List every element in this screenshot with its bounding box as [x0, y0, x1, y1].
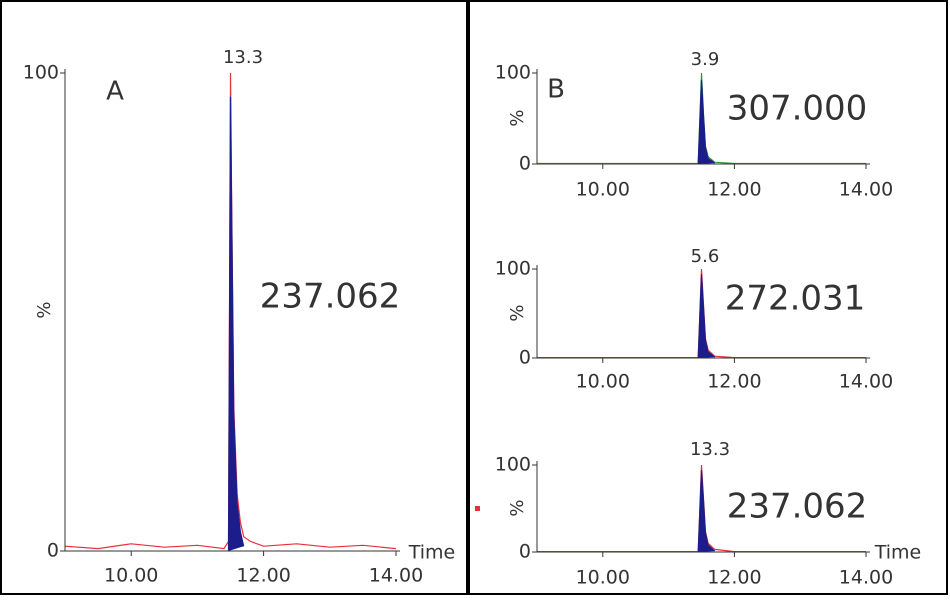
peak-label: 13.3	[690, 439, 730, 460]
x-tick-label: 12.00	[707, 179, 761, 201]
y-axis-label: %	[507, 304, 528, 321]
x-tick-label: 14.00	[839, 179, 893, 201]
x-tick-label: 12.00	[707, 371, 761, 393]
y-tick-label: 100	[23, 62, 59, 84]
y-tick-label: 0	[519, 153, 531, 175]
mass-annotation: 272.031	[725, 279, 866, 319]
mass-annotation: 307.000	[727, 89, 868, 129]
x-tick-label: 14.00	[839, 371, 893, 393]
y-tick-label: 0	[47, 540, 59, 562]
y-tick-label: 100	[495, 258, 531, 280]
y-axis-label: %	[507, 499, 528, 516]
peak-label: 3.9	[691, 49, 720, 70]
marker	[475, 506, 480, 511]
y-axis-label: %	[507, 109, 528, 126]
panel-frame	[468, 0, 948, 595]
x-tick-label: 10.00	[576, 179, 630, 201]
peak-area	[697, 80, 716, 165]
panel-frame	[0, 0, 468, 595]
peak-label: 5.6	[691, 246, 720, 267]
x-tick-label: 10.00	[576, 567, 630, 589]
peak-area	[697, 470, 716, 553]
y-axis-label: %	[34, 301, 55, 318]
mass-annotation: 237.062	[727, 487, 868, 527]
panel-letter: B	[547, 75, 565, 105]
peak-area	[227, 96, 245, 552]
y-tick-label: 0	[519, 541, 531, 563]
x-axis-label: Time	[874, 542, 922, 564]
x-tick-label: 10.00	[104, 565, 158, 587]
x-tick-label: 12.00	[236, 565, 290, 587]
panel-letter: A	[106, 77, 124, 107]
mass-annotation: 237.062	[260, 277, 401, 317]
x-tick-label: 10.00	[576, 371, 630, 393]
y-tick-label: 100	[495, 454, 531, 476]
x-tick-label: 14.00	[369, 565, 423, 587]
x-axis-label: Time	[408, 542, 456, 564]
y-tick-label: 100	[495, 62, 531, 84]
x-tick-label: 14.00	[839, 567, 893, 589]
peak-area	[697, 274, 716, 359]
peak-label: 13.3	[223, 47, 263, 68]
x-tick-label: 12.00	[707, 567, 761, 589]
y-tick-label: 0	[519, 347, 531, 369]
